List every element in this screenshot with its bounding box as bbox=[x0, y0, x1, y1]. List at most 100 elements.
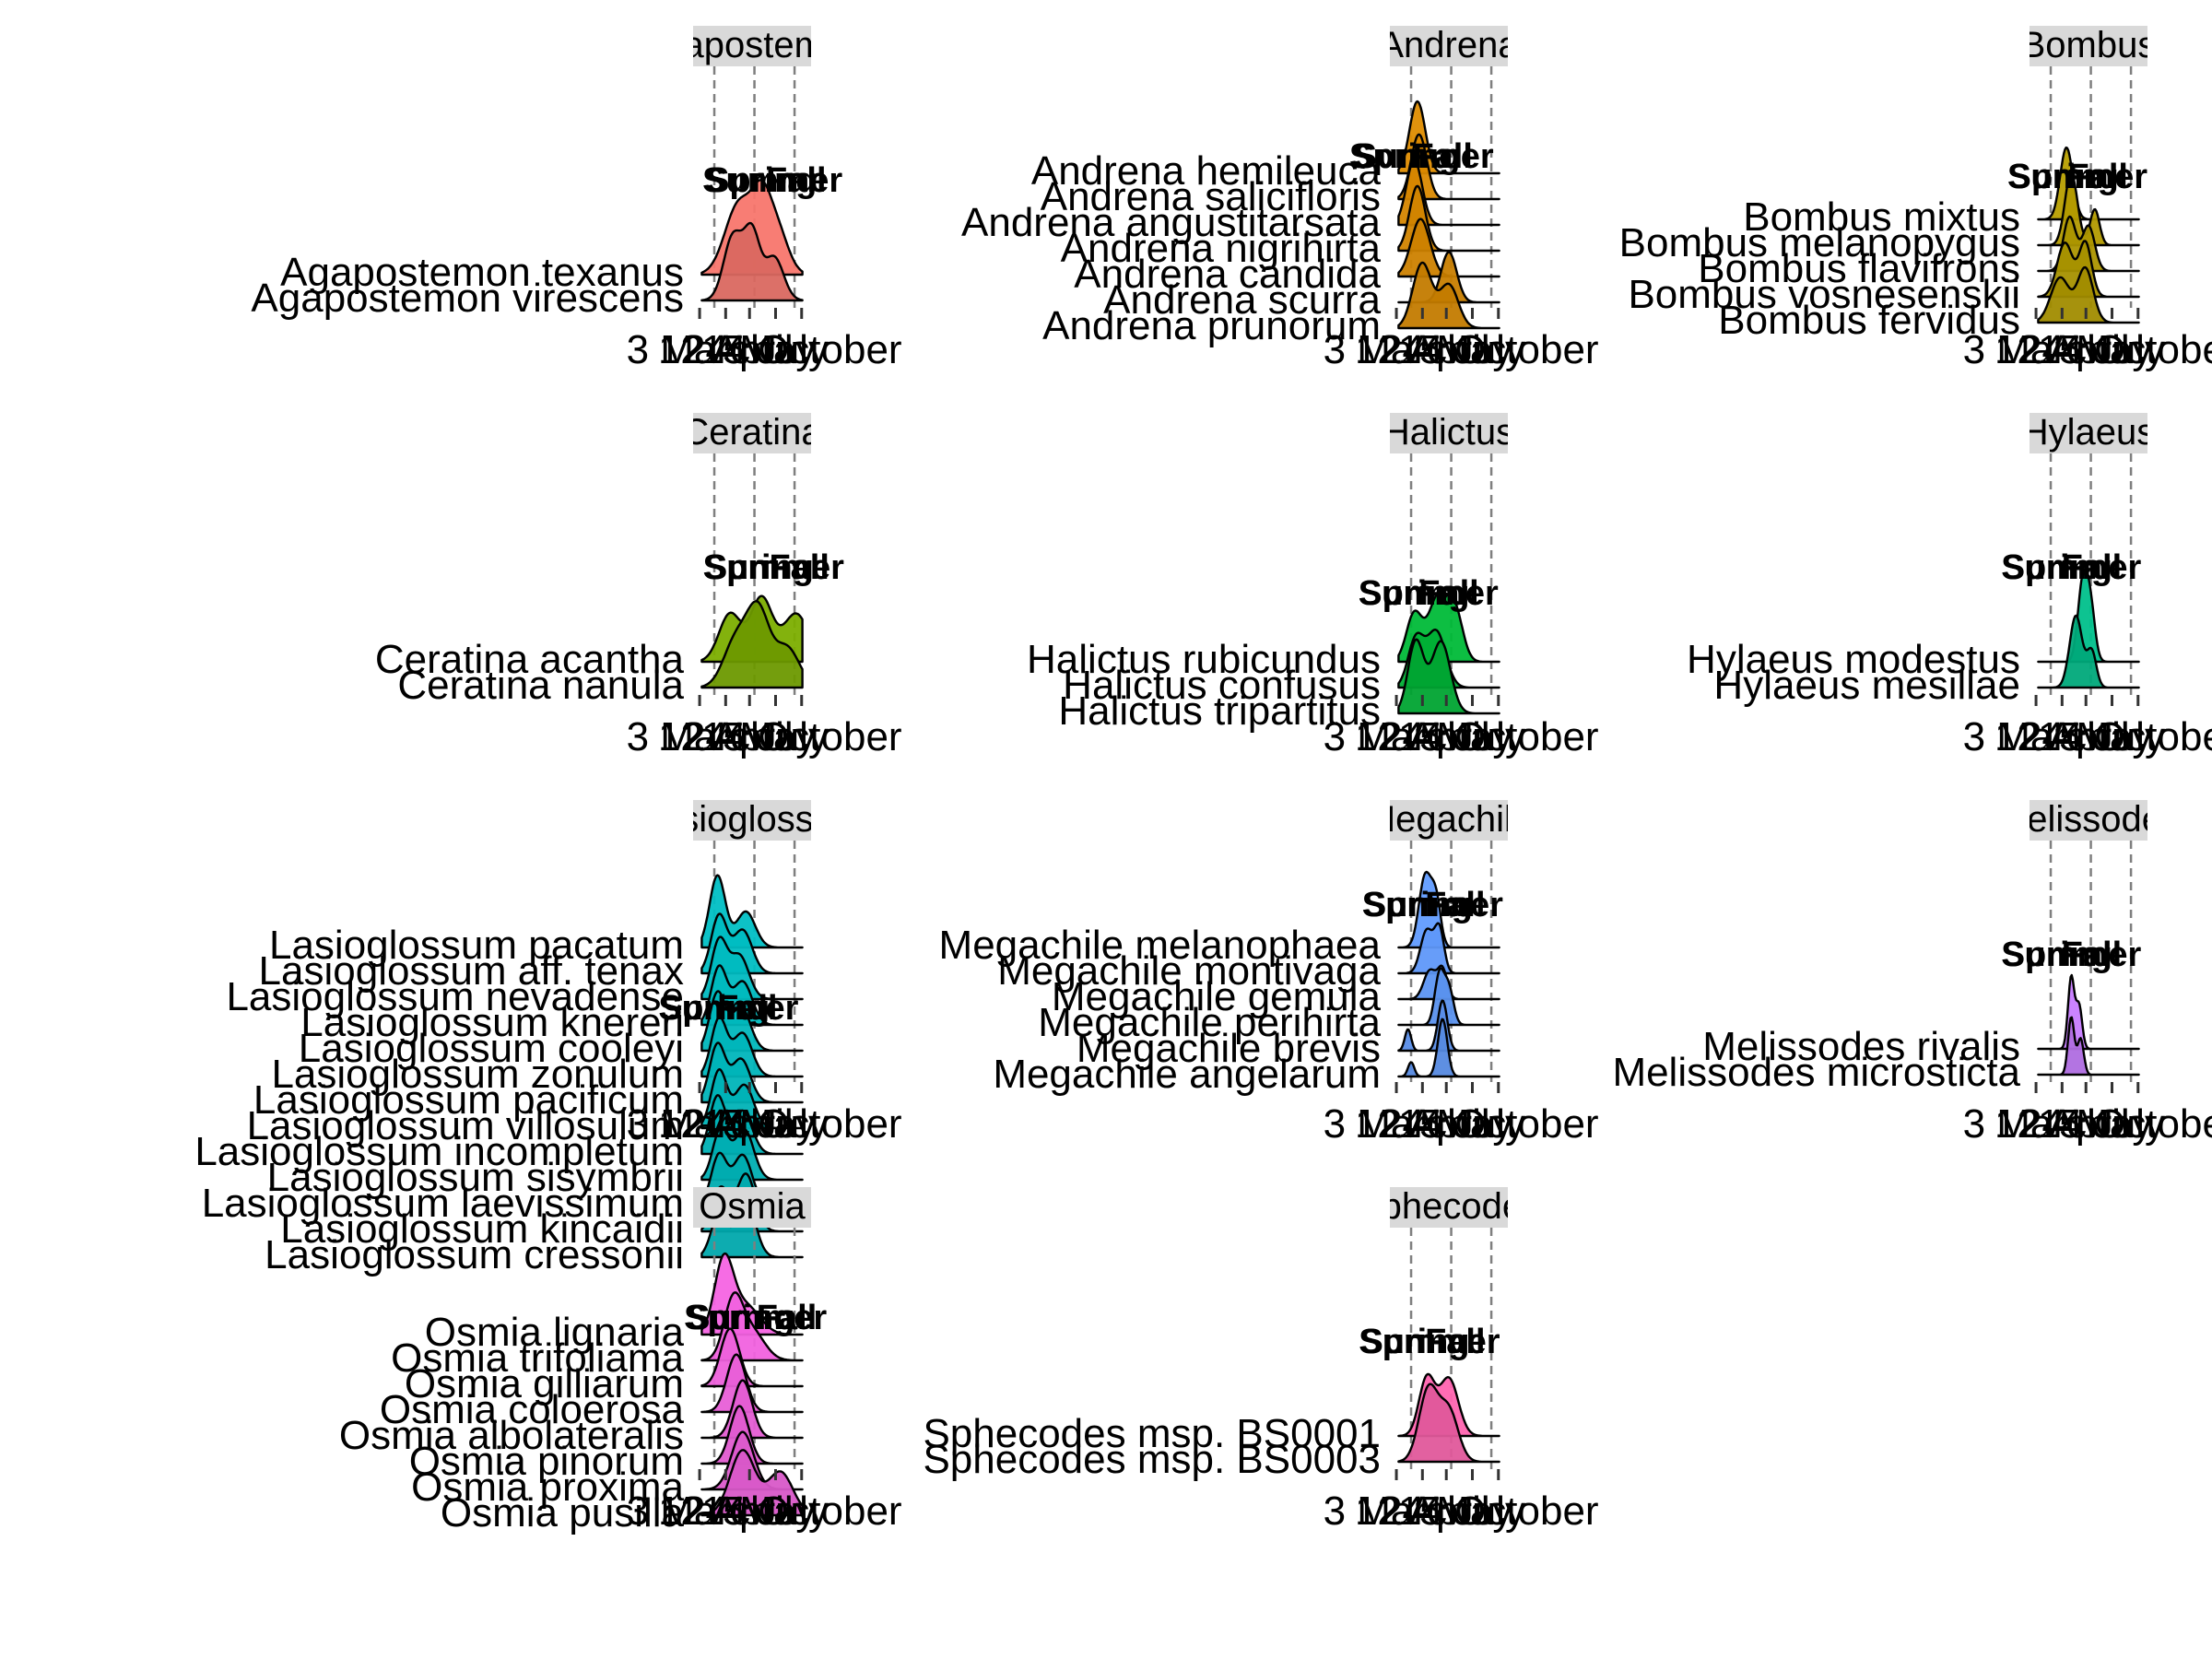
season-label-summer: Summer bbox=[2007, 158, 2147, 196]
season-label-spring: Spring bbox=[1359, 574, 1469, 613]
season-label-fall: Fall bbox=[1425, 886, 1485, 924]
x-tick-label: 3 March bbox=[1324, 1101, 1470, 1147]
species-label: Lasioglossum knereri bbox=[300, 1000, 684, 1045]
x-tick-label: 24 May bbox=[2019, 327, 2152, 372]
strip-background bbox=[693, 26, 811, 66]
x-tick-label: 3 March bbox=[1324, 327, 1470, 372]
x-tick-label: 12 April bbox=[658, 327, 794, 372]
season-label-summer: Summer bbox=[704, 548, 844, 587]
season-label-fall: Fall bbox=[757, 1299, 817, 1337]
ridge-hylaeus-mesillae bbox=[2037, 614, 2140, 689]
species-label: Andrena nigrihirta bbox=[1061, 226, 1382, 271]
x-tick-label: 14 October bbox=[701, 1101, 902, 1147]
season-label-spring: Spring bbox=[1349, 137, 1460, 176]
x-tick-label: 3 March bbox=[627, 714, 773, 759]
x-tick-label: 14 October bbox=[701, 1488, 902, 1534]
season-label-fall: Fall bbox=[1418, 574, 1478, 613]
strip-label: Melissodes bbox=[1996, 799, 2181, 840]
x-tick-label: 3 March bbox=[1963, 1101, 2110, 1147]
species-label: Bombus melanopygus bbox=[1619, 220, 2020, 265]
species-label: Hylaeus mesillae bbox=[1713, 663, 2020, 708]
x-tick-label: 12 April bbox=[1355, 327, 1490, 372]
species-label: Bombus vosnesenskii bbox=[1628, 272, 2020, 317]
species-label: Halictus confusus bbox=[1063, 663, 1381, 708]
season-label-fall: Fall bbox=[1425, 1323, 1485, 1361]
species-label: Megachile melanophaea bbox=[939, 923, 1382, 968]
strip-label: Halictus bbox=[1383, 412, 1514, 453]
season-label-summer: Summer bbox=[1354, 137, 1494, 176]
season-label-spring: Spring bbox=[2002, 935, 2112, 974]
species-label: Halictus rubicundus bbox=[1027, 637, 1381, 682]
ridge-halictus-tripartitus bbox=[1397, 638, 1500, 715]
x-tick-label: 3 March bbox=[1324, 1488, 1470, 1534]
ridge-melissodes-microsticta bbox=[2037, 1016, 2140, 1077]
x-tick-label: 24 May bbox=[1380, 327, 1512, 372]
species-label: Lasioglossum aff. tenax bbox=[259, 948, 684, 994]
species-label: Lasioglossum pacatum bbox=[269, 923, 684, 968]
strip-background bbox=[1390, 26, 1508, 66]
x-tick-label: 5 July bbox=[723, 327, 829, 372]
species-label: Melissodes rivalis bbox=[1702, 1024, 2020, 1069]
species-label: Agapostemon texanus bbox=[280, 250, 684, 295]
species-label: Lasioglossum villosulum bbox=[247, 1103, 684, 1148]
ridge-osmia-pinorum bbox=[700, 1405, 804, 1465]
season-label-spring: Spring bbox=[2008, 158, 2119, 196]
x-tick-label: 3 March bbox=[1963, 327, 2110, 372]
season-label-fall: Fall bbox=[717, 989, 777, 1028]
x-tick-label: 3 March bbox=[1963, 714, 2110, 759]
strip-label: Lasioglossum bbox=[640, 799, 865, 840]
species-label: Melissodes microsticta bbox=[1612, 1050, 2020, 1095]
species-label: Megachile montivaga bbox=[997, 948, 1381, 994]
species-label: Sphecodes msp. BS0003 bbox=[923, 1437, 1381, 1482]
species-label: Bombus mixtus bbox=[1743, 194, 2020, 240]
strip-label: Ceratina bbox=[682, 412, 822, 453]
x-tick-label: 5 July bbox=[1419, 327, 1525, 372]
ridge-osmia-pusilla bbox=[700, 1449, 804, 1517]
x-tick-label: 12 April bbox=[1355, 714, 1490, 759]
strip-label: Osmia bbox=[699, 1186, 806, 1227]
season-label-summer: Summer bbox=[702, 161, 842, 200]
x-tick-label: 3 March bbox=[1324, 714, 1470, 759]
ridge-ceratina-nanula bbox=[700, 600, 804, 689]
species-label: Andrena salicifloris bbox=[1041, 174, 1381, 219]
x-tick-label: 5 July bbox=[2059, 1101, 2165, 1147]
x-tick-label: 14 October bbox=[2038, 327, 2212, 372]
x-tick-label: 5 July bbox=[2059, 714, 2165, 759]
strip-background bbox=[1390, 413, 1508, 453]
species-label: Andrena prunorum bbox=[1042, 303, 1381, 348]
x-tick-label: 24 May bbox=[683, 714, 816, 759]
x-tick-label: 12 April bbox=[658, 1101, 794, 1147]
species-label: Lasioglossum nevadense bbox=[226, 974, 684, 1019]
x-tick-label: 14 October bbox=[701, 714, 902, 759]
ridge-andrena-salicifloris bbox=[1397, 133, 1500, 201]
season-label-spring: Spring bbox=[703, 548, 814, 587]
x-tick-label: 5 July bbox=[723, 714, 829, 759]
strip-background bbox=[1390, 800, 1508, 841]
species-label: Lasioglossum cressonii bbox=[265, 1232, 684, 1277]
ridge-megachile-montivaga bbox=[1397, 922, 1500, 975]
x-tick-label: 12 April bbox=[658, 714, 794, 759]
species-label: Ceratina nanula bbox=[397, 663, 684, 708]
x-tick-label: 14 October bbox=[2038, 714, 2212, 759]
x-tick-label: 24 May bbox=[2019, 1101, 2152, 1147]
ridge-agapostemon-virescens bbox=[700, 221, 804, 302]
species-label: Lasioglossum incompletum bbox=[194, 1129, 684, 1174]
x-tick-label: 14 October bbox=[2038, 1101, 2212, 1147]
species-label: Andrena candida bbox=[1074, 252, 1381, 297]
x-tick-label: 5 July bbox=[1419, 1101, 1525, 1147]
x-tick-label: 14 October bbox=[1398, 1488, 1599, 1534]
species-label: Megachile perihirta bbox=[1038, 1000, 1381, 1045]
x-tick-label: 14 October bbox=[701, 327, 902, 372]
species-label: Lasioglossum laevissimum bbox=[202, 1181, 684, 1226]
season-label-fall: Fall bbox=[766, 161, 826, 200]
species-label: Osmia pinorum bbox=[409, 1439, 684, 1484]
x-tick-label: 24 May bbox=[1380, 1101, 1512, 1147]
species-label: Andrena angustitarsata bbox=[961, 200, 1382, 245]
